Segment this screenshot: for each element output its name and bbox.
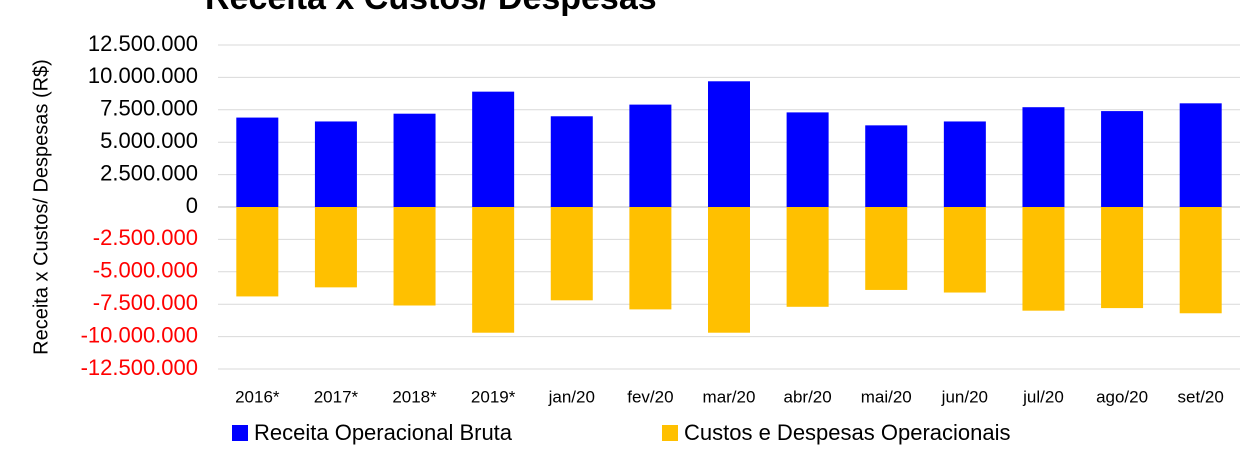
bar bbox=[708, 207, 750, 333]
y-tick-label: -5.000.000 bbox=[93, 258, 198, 283]
legend-label: Receita Operacional Bruta bbox=[254, 420, 513, 445]
legend-label: Custos e Despesas Operacionais bbox=[684, 420, 1011, 445]
bar bbox=[786, 112, 829, 207]
x-tick-label: ago/20 bbox=[1096, 387, 1148, 406]
y-axis-label: Receita x Custos/ Despesas (R$) bbox=[30, 59, 52, 355]
bar bbox=[236, 207, 279, 297]
y-tick-label: 5.000.000 bbox=[100, 128, 198, 153]
legend-swatch bbox=[662, 425, 678, 441]
x-tick-label: fev/20 bbox=[627, 387, 673, 406]
bar bbox=[550, 116, 593, 207]
bar bbox=[314, 121, 357, 207]
bar bbox=[472, 207, 515, 333]
bar bbox=[236, 117, 279, 207]
bar bbox=[393, 113, 436, 207]
bar bbox=[629, 104, 672, 207]
bar bbox=[943, 207, 986, 293]
y-tick-label: 2.500.000 bbox=[100, 160, 198, 185]
bar bbox=[786, 207, 829, 307]
bar bbox=[629, 207, 672, 310]
x-tick-label: 2018* bbox=[392, 387, 437, 406]
x-tick-label: set/20 bbox=[1178, 387, 1224, 406]
bar bbox=[1179, 103, 1222, 207]
chart-title: Receita x Custos/ Despesas bbox=[205, 0, 657, 17]
y-tick-label: -10.000.000 bbox=[81, 322, 198, 347]
x-tick-label: mai/20 bbox=[861, 387, 912, 406]
y-tick-label: 7.500.000 bbox=[100, 96, 198, 121]
bar bbox=[943, 121, 986, 207]
bar bbox=[1101, 111, 1144, 207]
y-tick-label: -2.500.000 bbox=[93, 225, 198, 250]
bar bbox=[393, 207, 436, 306]
x-tick-label: jan/20 bbox=[548, 387, 595, 406]
bar bbox=[1179, 207, 1222, 314]
bar bbox=[1022, 207, 1065, 311]
bar bbox=[1101, 207, 1144, 309]
bar bbox=[472, 91, 515, 207]
legend-swatch bbox=[232, 425, 248, 441]
y-tick-label: 0 bbox=[186, 193, 198, 218]
y-tick-label: 12.500.000 bbox=[88, 31, 198, 56]
y-tick-label: -12.500.000 bbox=[81, 355, 198, 380]
bar bbox=[550, 207, 593, 301]
bar bbox=[1022, 107, 1065, 207]
x-tick-label: jun/20 bbox=[941, 387, 988, 406]
x-tick-label: mar/20 bbox=[703, 387, 756, 406]
bar bbox=[708, 81, 750, 207]
bar bbox=[865, 207, 908, 290]
x-tick-label: 2017* bbox=[314, 387, 359, 406]
x-tick-label: abr/20 bbox=[784, 387, 832, 406]
x-tick-label: jul/20 bbox=[1022, 387, 1064, 406]
x-tick-label: 2016* bbox=[235, 387, 280, 406]
bar bbox=[865, 125, 908, 207]
y-tick-label: 10.000.000 bbox=[88, 63, 198, 88]
bar bbox=[314, 207, 357, 288]
y-tick-label: -7.500.000 bbox=[93, 290, 198, 315]
x-tick-label: 2019* bbox=[471, 387, 516, 406]
